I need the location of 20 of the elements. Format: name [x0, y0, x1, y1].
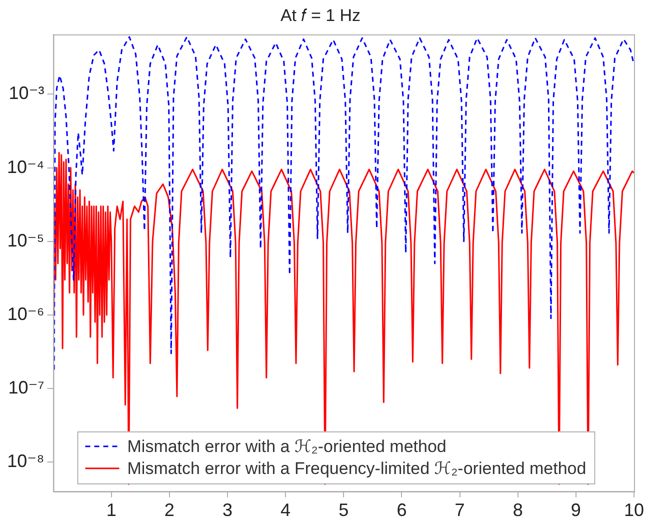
x-tick-label: 3 [222, 500, 232, 520]
x-tick-label: 6 [396, 500, 407, 520]
legend-label: Mismatch error with a ℋ₂-oriented method [127, 437, 446, 456]
x-tick-label: 2 [164, 500, 174, 520]
x-tick-label: 10 [624, 500, 644, 520]
y-tick-label: 10⁻³ [8, 83, 44, 104]
line-series [53, 36, 634, 371]
y-tick-label: 10⁻⁶ [7, 304, 44, 324]
y-tick-label: 10⁻⁷ [8, 378, 44, 398]
y-tick-label: 10⁻⁵ [7, 230, 44, 250]
x-tick-label: 8 [512, 500, 523, 520]
x-tick-label: 5 [338, 500, 349, 520]
y-tick-label: 10⁻⁸ [7, 451, 44, 472]
chart-title: At 𝑓 = 1 Hz [280, 6, 361, 25]
y-tick-label: 10⁻⁴ [6, 156, 44, 177]
legend-label: Mismatch error with a Frequency-limited ℋ₂-oriented method [127, 459, 586, 478]
x-tick-label: 7 [454, 500, 465, 520]
x-tick-label: 9 [570, 500, 581, 520]
x-tick-label: 4 [280, 500, 291, 520]
x-tick-label: 1 [106, 500, 116, 520]
